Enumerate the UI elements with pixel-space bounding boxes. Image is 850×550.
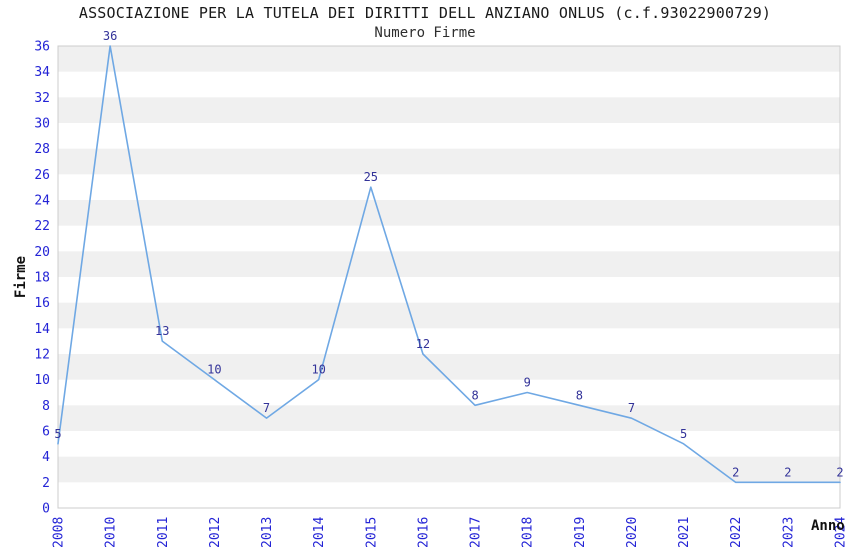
x-tick-label: 2016 — [416, 517, 431, 548]
x-tick-label: 2019 — [573, 517, 588, 548]
chart-title: ASSOCIAZIONE PER LA TUTELA DEI DIRITTI D… — [78, 4, 772, 22]
y-tick-label: 36 — [34, 40, 50, 55]
data-point-label: 10 — [311, 363, 325, 377]
grid-band — [58, 148, 840, 175]
grid-band — [58, 200, 840, 226]
y-tick-label: 12 — [34, 348, 50, 363]
y-tick-label: 28 — [34, 142, 50, 157]
x-tick-label: 2015 — [364, 517, 379, 548]
y-axis-title: Firme — [13, 255, 29, 299]
series-line — [57, 45, 841, 484]
y-tick-label: 32 — [34, 91, 50, 106]
y-tick-label: 14 — [34, 322, 50, 337]
x-tick-label: 2024 — [834, 517, 849, 548]
y-tick-label: 34 — [34, 65, 50, 80]
x-tick-label: 2018 — [521, 517, 536, 548]
grid-band — [58, 405, 840, 431]
y-tick-label: 6 — [42, 425, 50, 440]
x-tick-label: 2021 — [677, 517, 692, 548]
x-tick-label: 2010 — [104, 517, 119, 548]
data-point-label: 13 — [155, 324, 169, 338]
x-tick-label: 2012 — [208, 517, 223, 548]
x-tick-label: 2022 — [729, 517, 744, 548]
y-tick-label: 18 — [34, 271, 50, 286]
data-point-label: 8 — [471, 388, 478, 402]
plot-border — [57, 45, 841, 509]
y-tick-label: 24 — [34, 194, 50, 209]
data-point-label: 2 — [784, 465, 791, 479]
y-tick-label: 16 — [34, 296, 50, 311]
x-tick-label: 2023 — [781, 517, 796, 548]
grid-band — [58, 456, 840, 483]
data-point-label: 7 — [628, 401, 635, 415]
y-tick-label: 2 — [42, 476, 50, 491]
x-tick-label: 2014 — [312, 517, 327, 548]
y-tick-label: 22 — [34, 219, 50, 234]
y-tick-label: 20 — [34, 245, 50, 260]
data-point-label: 12 — [416, 337, 430, 351]
x-tick-label: 2011 — [156, 517, 171, 548]
y-tick-label: 26 — [34, 168, 50, 183]
x-tick-label: 2013 — [260, 517, 275, 548]
data-point-label: 2 — [836, 465, 843, 479]
x-tick-label: 2017 — [469, 517, 484, 548]
x-axis-title: Anno — [811, 518, 845, 534]
x-tick-label: 2020 — [625, 517, 640, 548]
data-point-label: 10 — [207, 363, 221, 377]
grid-band — [58, 251, 840, 277]
y-tick-label: 10 — [34, 373, 50, 388]
grid-band — [58, 302, 840, 329]
y-tick-label: 8 — [42, 399, 50, 414]
y-tick-label: 30 — [34, 117, 50, 132]
grid-band — [58, 97, 840, 123]
data-point-label: 36 — [103, 29, 117, 43]
grid-band — [58, 354, 840, 380]
data-point-label: 5 — [54, 427, 61, 441]
data-point-label: 25 — [364, 170, 378, 184]
data-point-label: 8 — [576, 388, 583, 402]
data-point-label: 2 — [732, 465, 739, 479]
data-point-label: 5 — [680, 427, 687, 441]
grid-band — [58, 46, 840, 72]
y-tick-label: 4 — [42, 450, 50, 465]
chart-subtitle: Numero Firme — [374, 25, 476, 41]
data-point-label: 9 — [524, 376, 531, 390]
x-tick-label: 2008 — [52, 517, 67, 548]
data-point-label: 7 — [263, 401, 270, 415]
y-tick-label: 0 — [42, 502, 50, 517]
